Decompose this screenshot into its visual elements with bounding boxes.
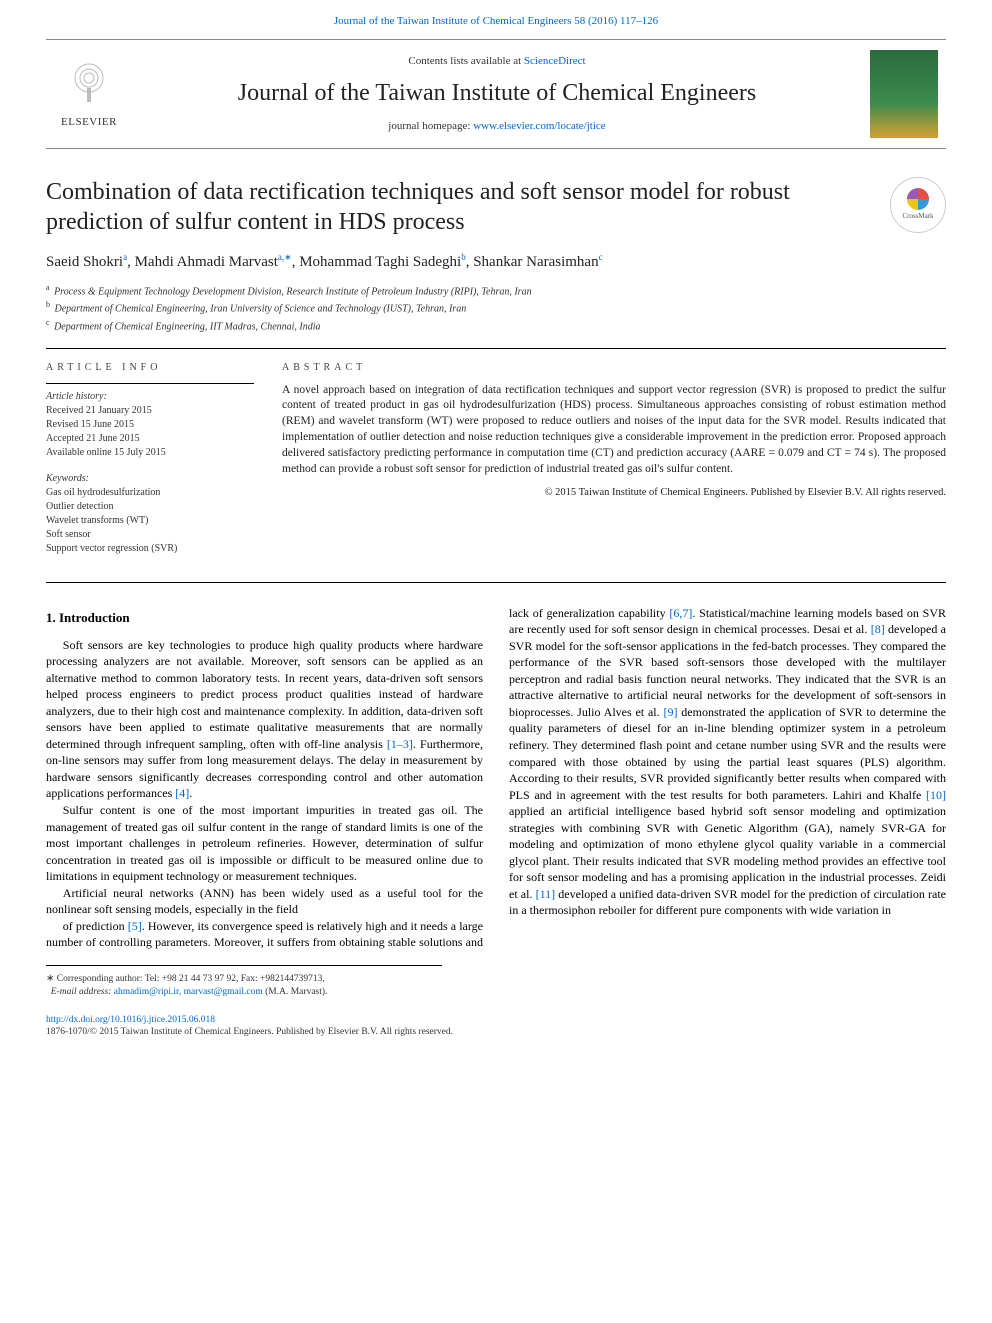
history-line: Available online 15 July 2015: [46, 446, 254, 460]
email-label: E-mail address:: [51, 987, 112, 997]
section-title: Introduction: [59, 610, 130, 625]
abstract-column: abstract A novel approach based on integ…: [282, 361, 946, 568]
authors-line: Saeid Shokria, Mahdi Ahmadi Marvasta,∗, …: [46, 251, 946, 272]
journal-homepage-line: journal homepage: www.elsevier.com/locat…: [138, 119, 856, 134]
corr-text: Corresponding author: Tel: +98 21 44 73 …: [57, 974, 325, 984]
keywords-block: Keywords: Gas oil hydrodesulfurizationOu…: [46, 472, 254, 556]
corr-email-link[interactable]: ahmadim@ripi.ir, marvast@gmail.com: [114, 987, 263, 997]
history-line: Revised 15 June 2015: [46, 418, 254, 432]
journal-header: ELSEVIER Contents lists available at Sci…: [46, 39, 946, 149]
body-paragraph: Sulfur content is one of the most import…: [46, 802, 483, 885]
section-heading: 1. Introduction: [46, 609, 483, 627]
body-paragraph: Soft sensors are key technologies to pro…: [46, 637, 483, 802]
contents-prefix: Contents lists available at: [408, 55, 523, 67]
title-block: Combination of data rectification techni…: [46, 177, 946, 237]
header-center: Contents lists available at ScienceDirec…: [138, 54, 856, 134]
journal-cover-thumb: [870, 50, 938, 138]
rule-divider: [46, 348, 946, 349]
abstract-text: A novel approach based on integration of…: [282, 383, 946, 478]
reference-link[interactable]: [8]: [871, 622, 885, 636]
reference-link[interactable]: [9]: [663, 705, 677, 719]
corr-email-suffix: (M.A. Marvast).: [265, 987, 327, 997]
article-info-heading: article info: [46, 361, 254, 375]
reference-link[interactable]: [4]: [175, 786, 189, 800]
paper-title: Combination of data rectification techni…: [46, 177, 878, 237]
sciencedirect-link[interactable]: ScienceDirect: [524, 55, 586, 67]
corresponding-author-note: ∗ Corresponding author: Tel: +98 21 44 7…: [46, 965, 442, 1000]
article-info-column: article info Article history: Received 2…: [46, 361, 254, 568]
top-journal-ref-link[interactable]: Journal of the Taiwan Institute of Chemi…: [334, 15, 658, 27]
keyword-line: Gas oil hydrodesulfurization: [46, 486, 254, 500]
history-line: Received 21 January 2015: [46, 404, 254, 418]
history-label: Article history:: [46, 390, 254, 404]
reference-link[interactable]: [1–3]: [387, 737, 413, 751]
crossmark-badge[interactable]: CrossMark: [890, 177, 946, 233]
contents-list-line: Contents lists available at ScienceDirec…: [138, 54, 856, 69]
journal-name: Journal of the Taiwan Institute of Chemi…: [138, 77, 856, 109]
reference-link[interactable]: [6,7]: [669, 606, 692, 620]
section-number: 1.: [46, 610, 56, 625]
abstract-heading: abstract: [282, 361, 946, 375]
info-abstract-row: article info Article history: Received 2…: [46, 361, 946, 583]
elsevier-tree-icon: [65, 58, 113, 113]
history-line: Accepted 21 June 2015: [46, 432, 254, 446]
keyword-line: Support vector regression (SVR): [46, 542, 254, 556]
affiliation-line: a Process & Equipment Technology Develop…: [46, 282, 946, 299]
footer-area: http://dx.doi.org/10.1016/j.jtice.2015.0…: [46, 1014, 946, 1040]
affiliation-line: b Department of Chemical Engineering, Ir…: [46, 299, 946, 316]
reference-link[interactable]: [10]: [926, 788, 946, 802]
crossmark-icon: [907, 188, 929, 210]
body-paragraph: Artificial neural networks (ANN) has bee…: [46, 885, 483, 918]
abstract-copyright: © 2015 Taiwan Institute of Chemical Engi…: [282, 486, 946, 500]
issn-copyright-line: 1876-1070/© 2015 Taiwan Institute of Che…: [46, 1027, 453, 1037]
keyword-line: Soft sensor: [46, 528, 254, 542]
keyword-line: Wavelet transforms (WT): [46, 514, 254, 528]
page-container: ELSEVIER Contents lists available at Sci…: [0, 39, 992, 1069]
affiliation-line: c Department of Chemical Engineering, II…: [46, 317, 946, 334]
reference-link[interactable]: [5]: [128, 919, 142, 933]
corr-star-icon: ∗: [46, 973, 54, 984]
doi-link[interactable]: http://dx.doi.org/10.1016/j.jtice.2015.0…: [46, 1015, 215, 1025]
homepage-prefix: journal homepage:: [388, 120, 473, 132]
keyword-line: Outlier detection: [46, 500, 254, 514]
crossmark-label: CrossMark: [902, 212, 933, 221]
body-two-columns: 1. Introduction Soft sensors are key tec…: [46, 605, 946, 951]
reference-link[interactable]: [11]: [536, 887, 556, 901]
elsevier-logo: ELSEVIER: [54, 54, 124, 134]
article-history-block: Article history: Received 21 January 201…: [46, 383, 254, 460]
journal-homepage-link[interactable]: www.elsevier.com/locate/jtice: [473, 120, 605, 132]
keywords-label: Keywords:: [46, 472, 254, 486]
elsevier-text: ELSEVIER: [61, 115, 117, 130]
top-journal-ref: Journal of the Taiwan Institute of Chemi…: [0, 0, 992, 39]
affiliations: a Process & Equipment Technology Develop…: [46, 282, 946, 334]
